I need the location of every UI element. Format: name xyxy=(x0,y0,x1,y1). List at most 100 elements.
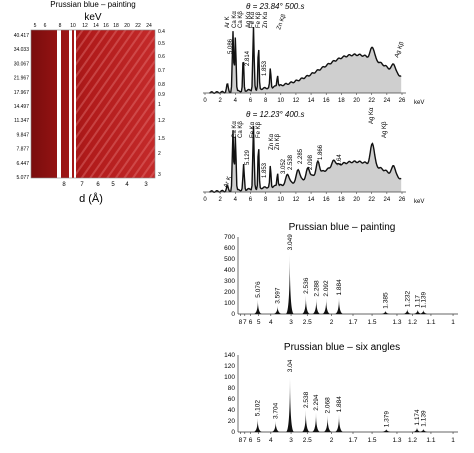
spectrum-tick-label: 12 xyxy=(293,98,300,104)
heatmap-top-ticks: 5 6 8 10 12 14 16 18 20 22 24 xyxy=(34,23,152,29)
heatmap-left-tick: 30.067 xyxy=(14,61,30,67)
diffraction-chart-painting-title: Prussian blue – painting xyxy=(289,222,396,233)
chart-y-tick: 500 xyxy=(224,256,235,263)
diffraction-peak-label: 5.076 xyxy=(255,281,262,298)
spectrum-top-ticks: 0 2 4 6 8 10 12 14 16 18 20 22 24 26 xyxy=(203,93,406,104)
diffraction-peak xyxy=(253,418,262,432)
spectrum-top-label-ag-ka: Ag Kα xyxy=(246,11,252,28)
spectrum-tick-label: 4 xyxy=(234,98,238,104)
spectrum-tick-label: 14 xyxy=(308,197,315,203)
heatmap-right-tick: 1 xyxy=(158,102,161,108)
diffraction-peak-label: 3.704 xyxy=(273,402,280,419)
spectrum-bottom-label-ca-ka: Ca Kα xyxy=(232,121,238,138)
diffraction-peak-label: 1.884 xyxy=(336,279,343,296)
diffraction-peak-label: 3.597 xyxy=(275,287,282,304)
chart-x-tick: 1.2 xyxy=(408,319,417,326)
diffraction-peak-label: 2.294 xyxy=(313,394,320,411)
spectrum-top-title: θ = 23.84° 500.s xyxy=(246,2,304,11)
heatmap-left-tick: 5.077 xyxy=(16,175,29,181)
diffraction-peak xyxy=(403,309,412,314)
spectrum-tick-label: 22 xyxy=(368,197,375,203)
diffraction-peak xyxy=(335,297,343,314)
heatmap-fringe-pattern xyxy=(75,30,155,178)
chart-x-tick: 6 xyxy=(249,437,253,444)
spectrum-bottom-label-164: 1.64 xyxy=(337,154,343,166)
spectrum-bottom-xlabel: keV xyxy=(414,199,424,205)
heatmap-right-tick: 0.5 xyxy=(158,41,165,47)
chart-y-tick: 20 xyxy=(228,418,236,425)
diffraction-peak xyxy=(323,415,332,432)
heatmap-top-tick: 6 xyxy=(44,23,47,29)
spectrum-tick-label: 22 xyxy=(368,98,375,104)
chart-x-tick: 6 xyxy=(249,319,253,326)
heatmap-right-tick: 0.8 xyxy=(158,82,165,88)
diffraction-chart-painting-plot: 0 100 200 300 400 500 600 700 8 7 6 5 4 3 2.5 2 1.7 1.5 1.… xyxy=(224,234,458,326)
spectrum-top-label-ca-kb: Ca Kβ xyxy=(238,11,244,28)
chart-x-tick: 2.5 xyxy=(303,437,312,444)
spectrum-tick-label: 8 xyxy=(264,98,268,104)
spectrum-tick-label: 20 xyxy=(353,197,360,203)
spectrum-bottom-label-3052: 3.052 xyxy=(281,158,287,174)
chart-x-tick: 1.3 xyxy=(392,437,401,444)
spectrum-tick-label: 14 xyxy=(308,98,315,104)
chart-x-tick: 8 xyxy=(239,319,243,326)
diffraction-peak-label: 2.068 xyxy=(325,397,332,414)
heatmap-title: Prussian blue – painting xyxy=(50,0,135,9)
heatmap-top-tick: 24 xyxy=(146,23,152,29)
heatmap-gap-2 xyxy=(69,30,72,178)
heatmap-top-tick: 5 xyxy=(34,23,37,29)
diffraction-peak xyxy=(413,309,422,314)
heatmap-right-ticks: 0.4 0.5 0.6 0.7 0.8 0.9 1 1.2 1.5 2 3 xyxy=(158,29,165,178)
diffraction-peak xyxy=(312,298,321,314)
spectrum-tick-label: 4 xyxy=(234,197,238,203)
heatmap-left-tick: 40.417 xyxy=(14,33,30,39)
chart-y-tick: 700 xyxy=(224,234,235,241)
diffraction-peak-label: 1.139 xyxy=(420,291,427,308)
spectrum-top-label-2814: 2.814 xyxy=(245,50,251,66)
spectrum-top-label-ca-ka: Ca Kα xyxy=(232,11,238,28)
heatmap-top-tick: 16 xyxy=(103,23,109,29)
heatmap-bottom-tick: 7 xyxy=(80,182,84,188)
spectrum-tick-label: 16 xyxy=(323,197,330,203)
chart-x-tick: 8 xyxy=(239,437,243,444)
heatmap-bottom-tick: 3 xyxy=(144,182,148,188)
spectrum-tick-label: 10 xyxy=(277,98,284,104)
spectrum-tick-label: 2 xyxy=(218,98,222,104)
heatmap-bottom-tick: 5 xyxy=(111,182,115,188)
heatmap-right-tick: 0.6 xyxy=(158,54,165,60)
diffraction-peak-label: 2.288 xyxy=(313,280,320,297)
diffraction-peak xyxy=(273,305,282,314)
chart-y-tick: 0 xyxy=(231,311,235,318)
diffraction-peak xyxy=(381,310,390,314)
spectrum-top-label-5086: 5.086 xyxy=(228,38,234,54)
spectrum-bottom-fill xyxy=(209,126,402,193)
spectrum-bottom-label-zn-kb: Zn Kβ xyxy=(275,133,281,150)
heatmap-left-tick: 14.497 xyxy=(14,104,30,110)
diffraction-chart-painting: Prussian blue – painting 0 100 200 300 400 50… xyxy=(224,222,458,326)
spectrum-tick-label: 24 xyxy=(384,197,391,203)
spectrum-bottom: θ = 12.23° 400.s 0 2 4 6 8 10 12 14 16 18 20 22 24 26… xyxy=(203,107,424,205)
diffraction-peak-label: 3.049 xyxy=(287,234,294,251)
diffraction-chart-six-angles-plot: 0 20 40 60 80 100 120 140 8 7 6 5 4 3 2.5 2 1.7 1.5 1.3 1.2… xyxy=(224,352,458,444)
spectrum-top-label-zn-ka: Zn Kα xyxy=(263,11,269,28)
chart-y-tick: 0 xyxy=(231,429,235,436)
diffraction-peak-label: 2.536 xyxy=(303,277,310,294)
heatmap-top-tick: 20 xyxy=(124,23,130,29)
heatmap-bottom-axis-label: d (Å) xyxy=(79,192,103,205)
chart-x-tick: 1.2 xyxy=(408,437,417,444)
spectrum-top: θ = 23.84° 500.s 0 2 4 6 8 10 12 14 16 18 20 22 24 26… xyxy=(203,2,424,106)
heatmap-right-tick: 1.5 xyxy=(158,136,165,142)
chart-y-tick: 140 xyxy=(224,352,235,359)
heatmap-left-tick: 11.347 xyxy=(14,118,29,124)
heatmap-left-tick: 7.877 xyxy=(16,147,29,153)
diffraction-peak xyxy=(271,421,280,432)
heatmap-frame xyxy=(30,29,156,179)
spectrum-tick-label: 26 xyxy=(399,197,406,203)
heatmap-right-tick: 1.2 xyxy=(158,118,165,124)
spectrum-tick-label: 8 xyxy=(264,197,268,203)
chart-y-tick: 100 xyxy=(224,374,235,381)
diffraction-peak-label: 3.04 xyxy=(287,359,294,372)
diffraction-peak-label: 1.139 xyxy=(420,410,427,427)
chart-y-tick: 600 xyxy=(224,245,235,252)
chart-x-tick: 1.1 xyxy=(426,437,435,444)
